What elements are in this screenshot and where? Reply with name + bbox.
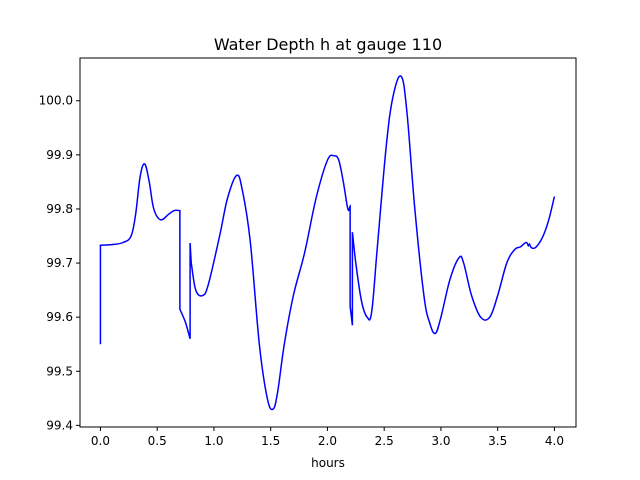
x-tick-label: 3.0 — [431, 434, 450, 448]
x-tick-label: 2.5 — [375, 434, 394, 448]
x-tick-label: 3.5 — [488, 434, 507, 448]
x-axis-label: hours — [311, 456, 345, 470]
y-tick-label: 100.0 — [39, 94, 73, 108]
y-tick-label: 99.6 — [46, 310, 73, 324]
plot-area — [79, 57, 577, 428]
axes-frame — [79, 57, 577, 428]
x-axis: 0.0 0.5 1.0 1.5 2.0 2.5 3.0 3.5 4.0 — [91, 427, 564, 448]
y-tick-label: 99.7 — [46, 256, 73, 270]
y-axis: 99.4 99.5 99.6 99.7 99.8 99.9 100.0 — [39, 94, 80, 432]
x-tick-label: 1.5 — [261, 434, 280, 448]
y-tick-label: 99.4 — [46, 418, 73, 432]
y-tick-label: 99.9 — [46, 148, 73, 162]
x-tick-label: 0.0 — [91, 434, 110, 448]
x-tick-label: 4.0 — [545, 434, 564, 448]
x-tick-label: 2.0 — [318, 434, 337, 448]
y-tick-label: 99.5 — [46, 364, 73, 378]
x-tick-label: 0.5 — [148, 434, 167, 448]
x-tick-label: 1.0 — [204, 434, 223, 448]
chart-title: Water Depth h at gauge 110 — [214, 35, 442, 54]
y-tick-label: 99.8 — [46, 202, 73, 216]
series-line — [99, 75, 556, 411]
